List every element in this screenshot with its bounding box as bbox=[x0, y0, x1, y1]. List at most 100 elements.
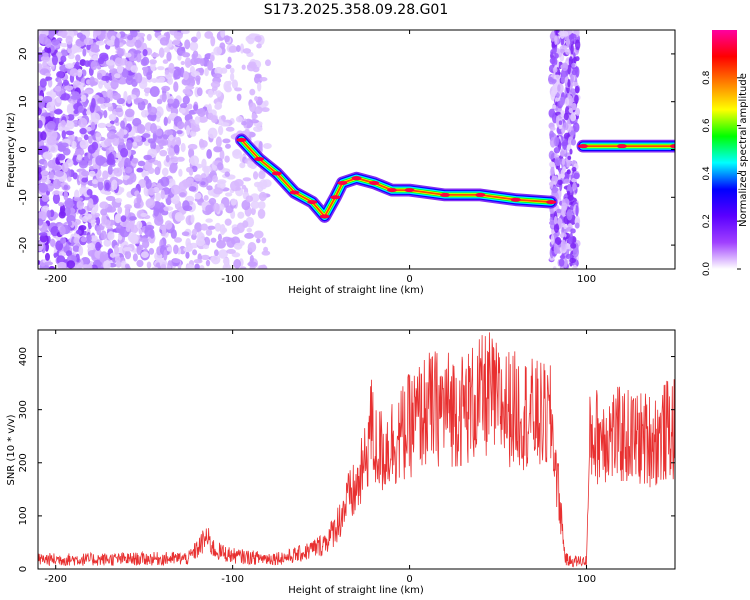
noise-blob bbox=[183, 246, 193, 253]
noise-blob bbox=[210, 36, 216, 47]
noise-blob bbox=[566, 37, 570, 48]
noise-blob bbox=[62, 148, 71, 156]
noise-blob bbox=[60, 119, 67, 128]
noise-blob bbox=[104, 182, 110, 191]
noise-blob bbox=[195, 75, 201, 82]
noise-blob bbox=[92, 54, 99, 61]
noise-blob bbox=[216, 179, 227, 185]
noise-blob bbox=[46, 101, 55, 112]
noise-blob bbox=[141, 66, 149, 71]
signal-peak bbox=[369, 180, 380, 185]
noise-blob bbox=[49, 238, 56, 247]
noise-blob bbox=[553, 215, 558, 225]
noise-blob bbox=[145, 198, 156, 209]
noise-blob bbox=[160, 189, 165, 200]
noise-blob bbox=[157, 66, 165, 71]
noise-blob bbox=[188, 186, 197, 192]
noise-blob bbox=[124, 52, 132, 58]
noise-blob bbox=[149, 86, 160, 98]
noise-blob bbox=[244, 232, 255, 239]
noise-blob bbox=[179, 107, 186, 114]
noise-blob bbox=[213, 187, 223, 195]
y-tick-label: -10 bbox=[18, 189, 29, 205]
noise-blob bbox=[225, 64, 232, 70]
noise-blob bbox=[142, 49, 148, 57]
noise-blob bbox=[561, 157, 566, 166]
noise-blob bbox=[46, 182, 55, 192]
noise-blob bbox=[190, 36, 198, 43]
noise-blob bbox=[53, 190, 60, 196]
noise-blob bbox=[189, 130, 197, 137]
signal-peak bbox=[351, 176, 362, 181]
noise-blob bbox=[574, 94, 579, 105]
noise-blob bbox=[161, 92, 167, 103]
noise-blob bbox=[561, 205, 566, 218]
noise-blob bbox=[194, 116, 201, 125]
noise-blob bbox=[173, 81, 179, 93]
signal-peak bbox=[319, 214, 330, 219]
noise-blob bbox=[106, 206, 117, 213]
noise-blob bbox=[136, 124, 146, 134]
noise-blob bbox=[180, 60, 185, 66]
noise-blob bbox=[193, 258, 203, 264]
noise-blob bbox=[136, 32, 146, 38]
noise-blob bbox=[124, 206, 129, 217]
noise-blob bbox=[87, 144, 96, 154]
noise-blob bbox=[116, 32, 121, 39]
noise-blob bbox=[137, 160, 146, 167]
noise-blob bbox=[258, 201, 266, 210]
noise-blob bbox=[213, 146, 223, 153]
noise-blob bbox=[159, 149, 168, 157]
signal-peak bbox=[289, 190, 300, 195]
noise-blob bbox=[256, 43, 262, 49]
noise-blob bbox=[570, 242, 577, 249]
noise-blob bbox=[237, 211, 245, 219]
noise-blob bbox=[71, 44, 80, 54]
noise-blob bbox=[124, 204, 132, 210]
noise-blob bbox=[76, 154, 82, 161]
noise-blob bbox=[560, 239, 567, 252]
noise-blob bbox=[104, 138, 112, 147]
noise-blob bbox=[125, 39, 136, 48]
noise-blob bbox=[253, 125, 263, 133]
signal-ridge bbox=[240, 139, 553, 218]
noise-blob bbox=[114, 57, 123, 67]
noise-blob bbox=[202, 165, 212, 173]
noise-blob bbox=[571, 166, 577, 172]
noise-blob bbox=[64, 85, 74, 91]
noise-blob bbox=[200, 254, 210, 260]
noise-blob bbox=[61, 130, 66, 139]
noise-blob bbox=[220, 67, 228, 74]
noise-blob bbox=[59, 142, 69, 148]
noise-blob bbox=[52, 193, 61, 205]
noise-blob bbox=[47, 48, 52, 54]
noise-blob bbox=[38, 218, 44, 226]
noise-blob bbox=[114, 213, 122, 224]
noise-blob bbox=[155, 128, 163, 137]
noise-blob bbox=[225, 126, 235, 132]
noise-blob bbox=[550, 165, 555, 177]
noise-blob bbox=[194, 263, 200, 269]
noise-blob bbox=[66, 176, 72, 182]
noise-blob bbox=[100, 208, 108, 216]
noise-blob bbox=[45, 179, 51, 184]
noise-blob bbox=[84, 89, 94, 95]
noise-blob bbox=[91, 157, 96, 165]
noise-blob bbox=[38, 97, 45, 109]
noise-blob bbox=[558, 124, 563, 130]
noise-blob bbox=[214, 249, 219, 257]
noise-blob bbox=[146, 33, 152, 41]
noise-blob bbox=[568, 108, 574, 113]
noise-blob bbox=[205, 228, 213, 236]
noise-blob bbox=[122, 247, 133, 252]
spectrogram-x-ticks: -200 -100 0 100 bbox=[44, 30, 596, 285]
noise-blob bbox=[162, 59, 169, 64]
noise-blob bbox=[190, 126, 201, 132]
noise-blob bbox=[183, 182, 191, 188]
noise-blob bbox=[249, 119, 260, 124]
noise-blob bbox=[249, 88, 256, 96]
noise-blob bbox=[555, 30, 560, 33]
signal-peak bbox=[271, 171, 282, 176]
noise-blob bbox=[48, 30, 55, 39]
noise-blob bbox=[154, 166, 161, 176]
